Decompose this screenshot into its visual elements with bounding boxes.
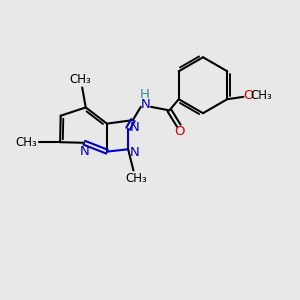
Text: CH₃: CH₃ — [70, 73, 92, 86]
Text: N: N — [130, 121, 140, 134]
Text: CH₃: CH₃ — [250, 89, 272, 102]
Text: CH₃: CH₃ — [125, 172, 147, 185]
Text: O: O — [243, 89, 254, 102]
Text: H: H — [140, 88, 150, 101]
Text: O: O — [174, 125, 184, 138]
Text: N: N — [141, 98, 151, 111]
Text: CH₃: CH₃ — [16, 136, 38, 149]
Text: N: N — [80, 145, 89, 158]
Text: N: N — [130, 146, 140, 159]
